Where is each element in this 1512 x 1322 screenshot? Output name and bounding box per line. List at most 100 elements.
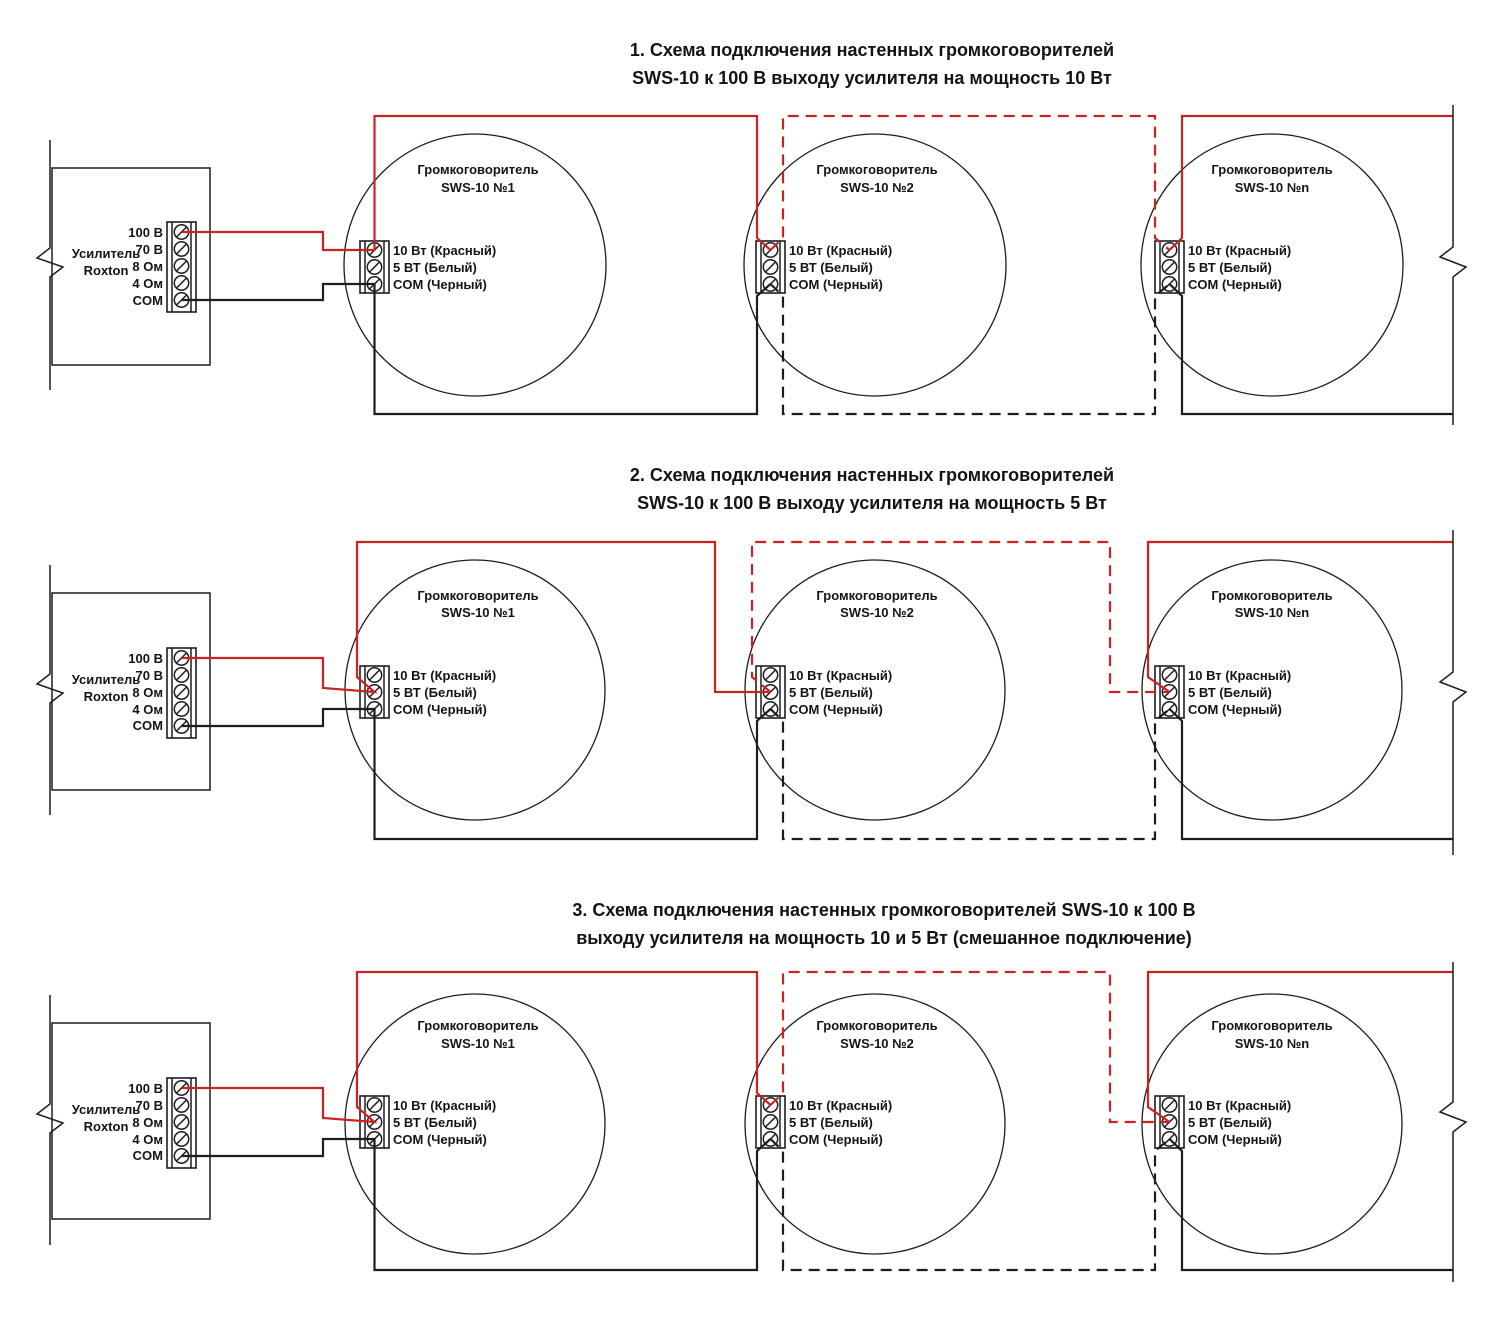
hot-wire-to-next (1146, 970, 1453, 1123)
diagram-1-title-line1: 1. Схема подключения настенных громкогов… (630, 40, 1114, 60)
speaker-terminal-label: 10 Вт (Красный) (789, 1098, 892, 1113)
screw-terminal (762, 259, 779, 275)
amplifier-name-line2: Roxton (84, 689, 129, 704)
screw-terminal (173, 667, 190, 683)
amplifier-box (51, 1022, 211, 1220)
speaker-terminal-label: 5 ВТ (Белый) (393, 685, 477, 700)
amp-terminal-label: 8 Ом (132, 685, 163, 700)
speaker-terminal-label: COM (Черный) (1188, 277, 1282, 292)
speaker-name-line1: Громкоговоритель (1211, 588, 1332, 603)
speaker-name-line1: Громкоговоритель (417, 1018, 538, 1033)
speaker-name-line1: Громкоговоритель (417, 162, 538, 177)
amp-terminal-label: 4 Ом (132, 276, 163, 291)
hot-wire-continuation-dashed (769, 114, 1171, 251)
amp-terminal-label: COM (133, 718, 163, 733)
speaker-terminal-label: 5 ВТ (Белый) (393, 260, 477, 275)
common-wire-amp-to-speaker1 (182, 1137, 772, 1272)
amplifier-name-line1: Усилитель (72, 672, 141, 687)
speaker-terminal-label: COM (Черный) (789, 1132, 883, 1147)
speaker-name-line2: SWS-10 №1 (441, 180, 515, 195)
common-wire-amp-to-speaker1 (182, 282, 772, 416)
amplifier-name-line1: Усилитель (72, 1102, 141, 1117)
speaker-circle (1141, 559, 1403, 821)
break-line-left (35, 565, 65, 815)
diagram-3-title-line1: 3. Схема подключения настенных громкогов… (572, 900, 1195, 920)
speaker-name-line2: SWS-10 №n (1235, 605, 1310, 620)
speaker-terminal-label: 5 ВТ (Белый) (789, 260, 873, 275)
speaker-name-line1: Громкоговоритель (417, 588, 538, 603)
speaker-terminal-label: 5 ВТ (Белый) (1188, 1115, 1272, 1130)
break-line-right (1438, 530, 1468, 855)
amplifier-terminal-block (166, 647, 197, 739)
break-line-left (35, 995, 65, 1245)
screw-terminal (173, 275, 190, 291)
speaker-terminal-label: COM (Черный) (789, 702, 883, 717)
amp-terminal-label: 8 Ом (132, 1115, 163, 1130)
screw-terminal (173, 258, 190, 274)
amp-terminal-label: COM (133, 293, 163, 308)
amp-terminal-label: 100 В (128, 225, 163, 240)
diagram-2-title-line2: SWS-10 к 100 В выходу усилителя на мощно… (637, 493, 1107, 513)
screw-terminal (173, 1114, 190, 1130)
speaker-terminal-label: 10 Вт (Красный) (393, 668, 496, 683)
hot-wire-amp-to-speaker1 (182, 540, 771, 694)
amp-terminal-label: 70 В (136, 668, 163, 683)
speaker-terminal-label: 5 ВТ (Белый) (1188, 260, 1272, 275)
screw-terminal (173, 684, 190, 700)
common-wire-to-next (1168, 1138, 1453, 1272)
amplifier-box (51, 592, 211, 791)
amp-terminal-label: 4 Ом (132, 1132, 163, 1147)
speaker-terminal-label: COM (Черный) (393, 277, 487, 292)
amp-terminal-label: 4 Ом (132, 702, 163, 717)
speaker-terminal-label: 5 ВТ (Белый) (393, 1115, 477, 1130)
speaker-circle (744, 559, 1006, 821)
screw-terminal (762, 1114, 779, 1130)
common-wire-to-next (1168, 283, 1453, 416)
speaker-circle (1141, 993, 1403, 1255)
amplifier-terminal-block (166, 221, 197, 313)
speaker-name-line1: Громкоговоритель (1211, 162, 1332, 177)
speaker-name-line2: SWS-10 №1 (441, 1036, 515, 1051)
speaker-name-line2: SWS-10 №2 (840, 1036, 914, 1051)
hot-wire-to-next (1146, 540, 1453, 693)
speaker-name-line2: SWS-10 №n (1235, 180, 1310, 195)
hot-wire-continuation-dashed (750, 540, 1170, 694)
screw-terminal (762, 667, 779, 683)
speaker-terminal-label: 10 Вт (Красный) (393, 1098, 496, 1113)
amp-terminal-label: 100 В (128, 651, 163, 666)
speaker-circle (744, 993, 1006, 1255)
break-line-right (1438, 105, 1468, 425)
speaker-name-line1: Громкоговоритель (1211, 1018, 1332, 1033)
speaker-terminal-block (755, 240, 786, 294)
speaker-name-line2: SWS-10 №n (1235, 1036, 1310, 1051)
screw-terminal (366, 1097, 383, 1113)
amplifier-box (51, 167, 211, 366)
amp-terminal-label: 100 В (128, 1081, 163, 1096)
amplifier-name-line2: Roxton (84, 1119, 129, 1134)
speaker-circle (343, 133, 607, 397)
common-wire-amp-to-speaker1 (182, 707, 772, 841)
screw-terminal (173, 701, 190, 717)
speaker-name-line2: SWS-10 №1 (441, 605, 515, 620)
screw-terminal (366, 667, 383, 683)
hot-wire-amp-to-speaker1 (182, 114, 772, 252)
speaker-terminal-label: 10 Вт (Красный) (789, 243, 892, 258)
speaker-name-line1: Громкоговоритель (816, 162, 937, 177)
speaker-terminal-label: 10 Вт (Красный) (1188, 668, 1291, 683)
break-line-right (1438, 962, 1468, 1282)
diagram-1: 1. Схема подключения настенных громкогов… (35, 40, 1468, 425)
speaker-terminal-label: COM (Черный) (393, 702, 487, 717)
diagram-2-title-line1: 2. Схема подключения настенных громкогов… (630, 465, 1114, 485)
speaker-terminal-label: 10 Вт (Красный) (1188, 1098, 1291, 1113)
speaker-terminal-label: 10 Вт (Красный) (393, 243, 496, 258)
diagram-3: 3. Схема подключения настенных громкогов… (35, 900, 1468, 1282)
diagram-1-title-line2: SWS-10 к 100 В выходу усилителя на мощно… (632, 68, 1112, 88)
screw-terminal (1161, 667, 1178, 683)
amp-terminal-label: COM (133, 1148, 163, 1163)
screw-terminal (1161, 259, 1178, 275)
common-wire-continuation-dashed (769, 708, 1171, 841)
speaker-name-line2: SWS-10 №2 (840, 605, 914, 620)
amplifier-name-line1: Усилитель (72, 246, 141, 261)
speaker-terminal-label: COM (Черный) (1188, 1132, 1282, 1147)
